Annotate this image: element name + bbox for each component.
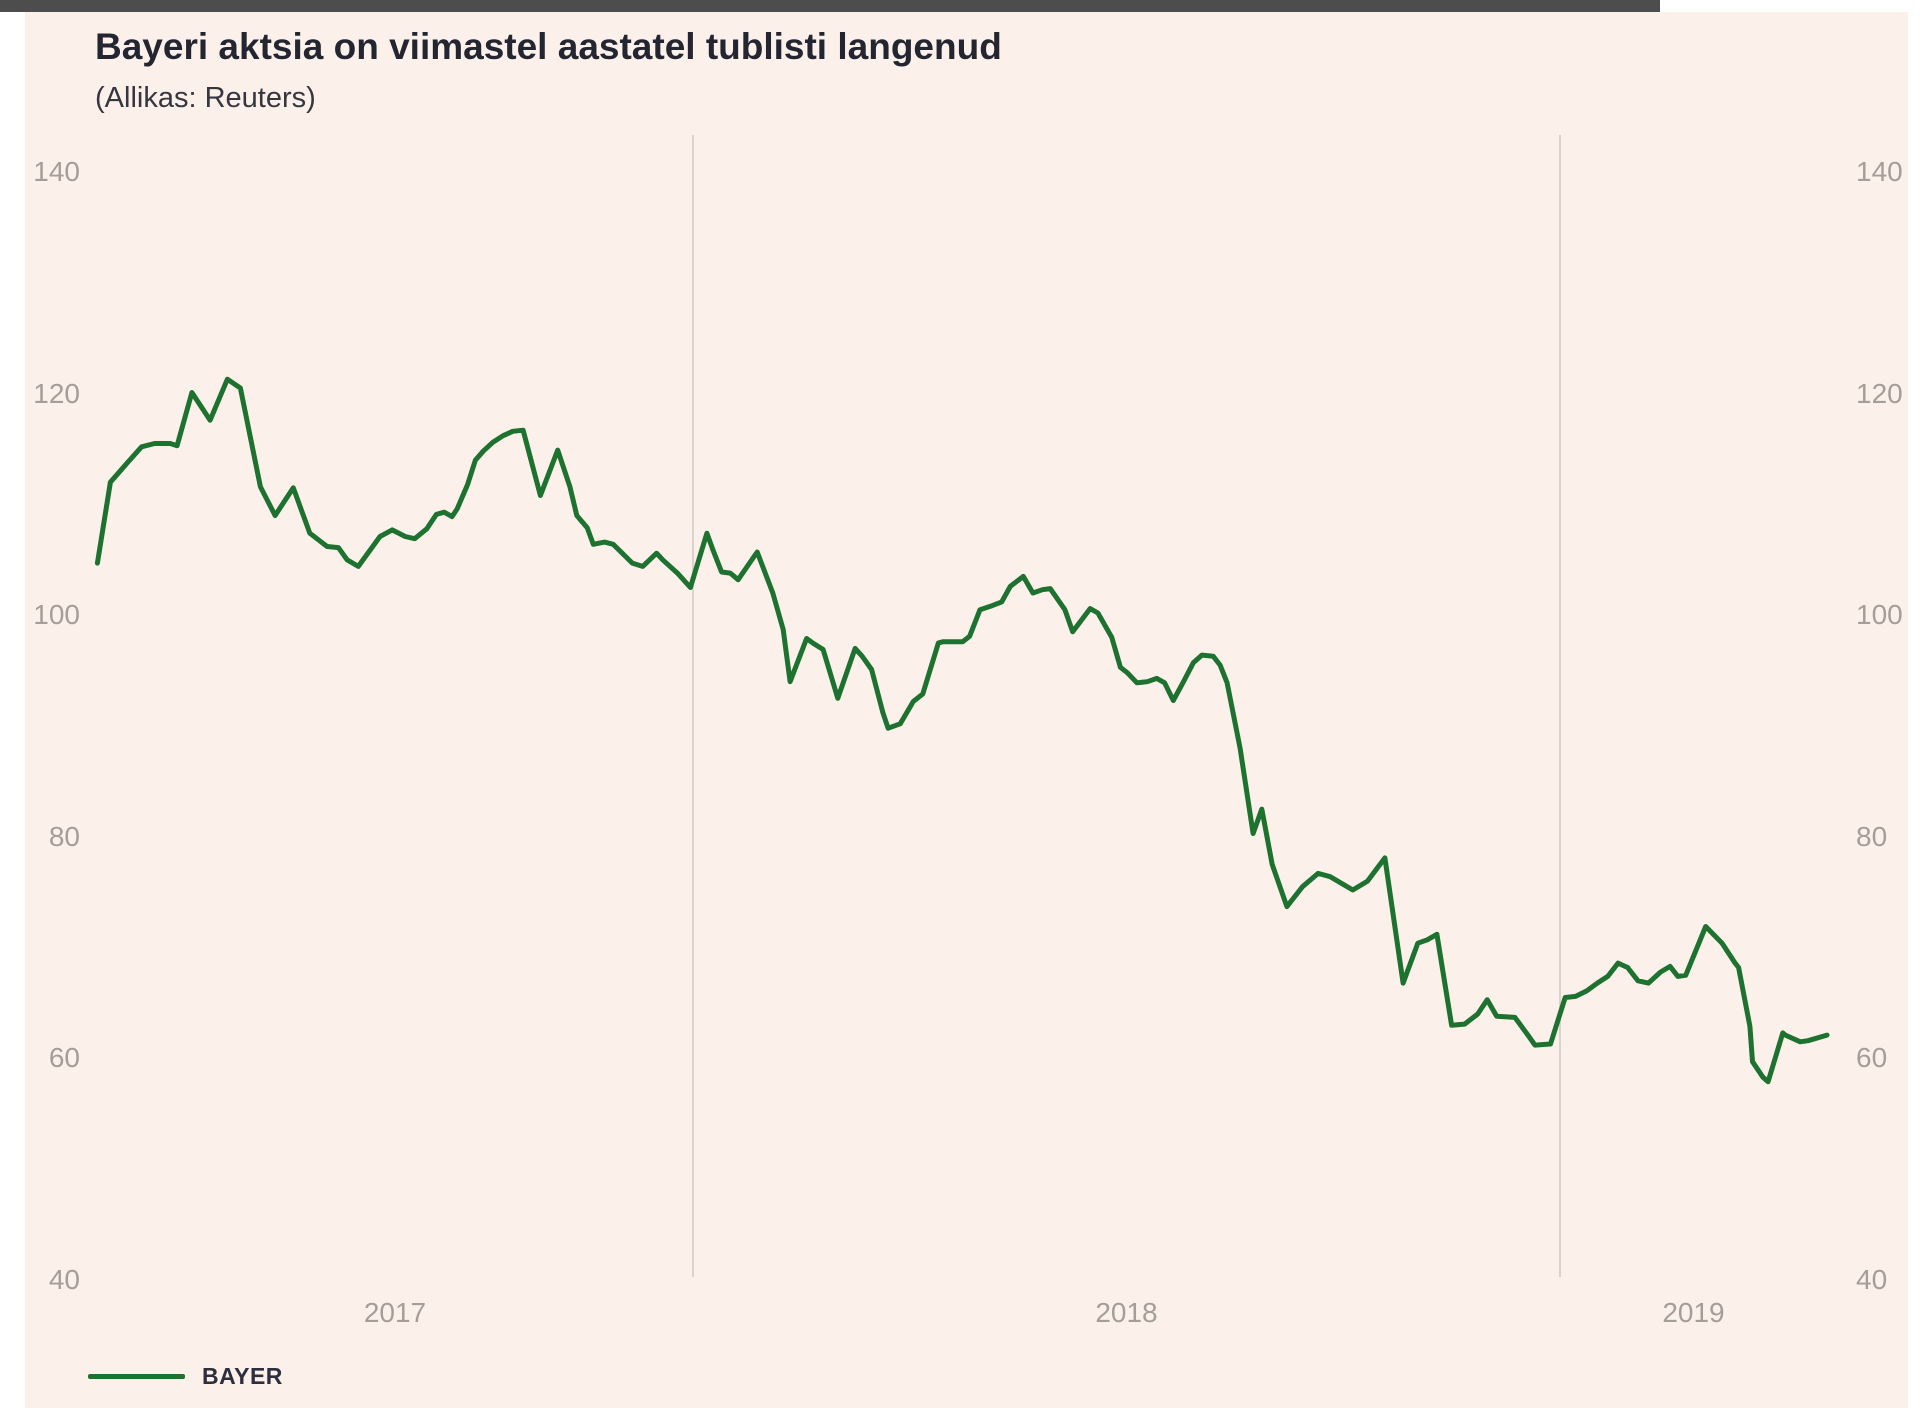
y-tick-left-40: 40: [48, 1264, 80, 1295]
x-tick-2017: 2017: [363, 1297, 427, 1328]
chart-source-note: (Allikas: Reuters): [95, 82, 316, 114]
y-tick-left-140: 140: [33, 156, 80, 187]
bayer-price-line: [94, 376, 1830, 1085]
window-edge-artifact: [0, 0, 1660, 12]
year-gridlines: [692, 135, 1561, 1277]
y-tick-left-80: 80: [48, 820, 80, 852]
chart-panel: [25, 12, 1908, 1408]
chart-title: Bayeri aktsia on viimastel aastatel tubl…: [95, 26, 1002, 67]
x-tick-2019: 2019: [1662, 1297, 1725, 1328]
y-tick-right-100: 100: [1856, 599, 1903, 631]
y-tick-left-120: 120: [33, 377, 80, 409]
legend-label: BAYER: [202, 1363, 283, 1389]
y-tick-left-60: 60: [48, 1042, 80, 1074]
y-tick-left-100: 100: [33, 599, 80, 631]
y-tick-right-40: 40: [1856, 1264, 1888, 1295]
x-tick-2018: 2018: [1095, 1297, 1158, 1328]
legend: BAYER: [88, 1363, 283, 1390]
y-tick-right-140: 140: [1856, 156, 1903, 187]
y-tick-right-60: 60: [1856, 1042, 1888, 1074]
legend-line-swatch: [88, 1374, 185, 1379]
y-tick-right-120: 120: [1856, 377, 1903, 409]
y-tick-right-80: 80: [1856, 820, 1888, 852]
